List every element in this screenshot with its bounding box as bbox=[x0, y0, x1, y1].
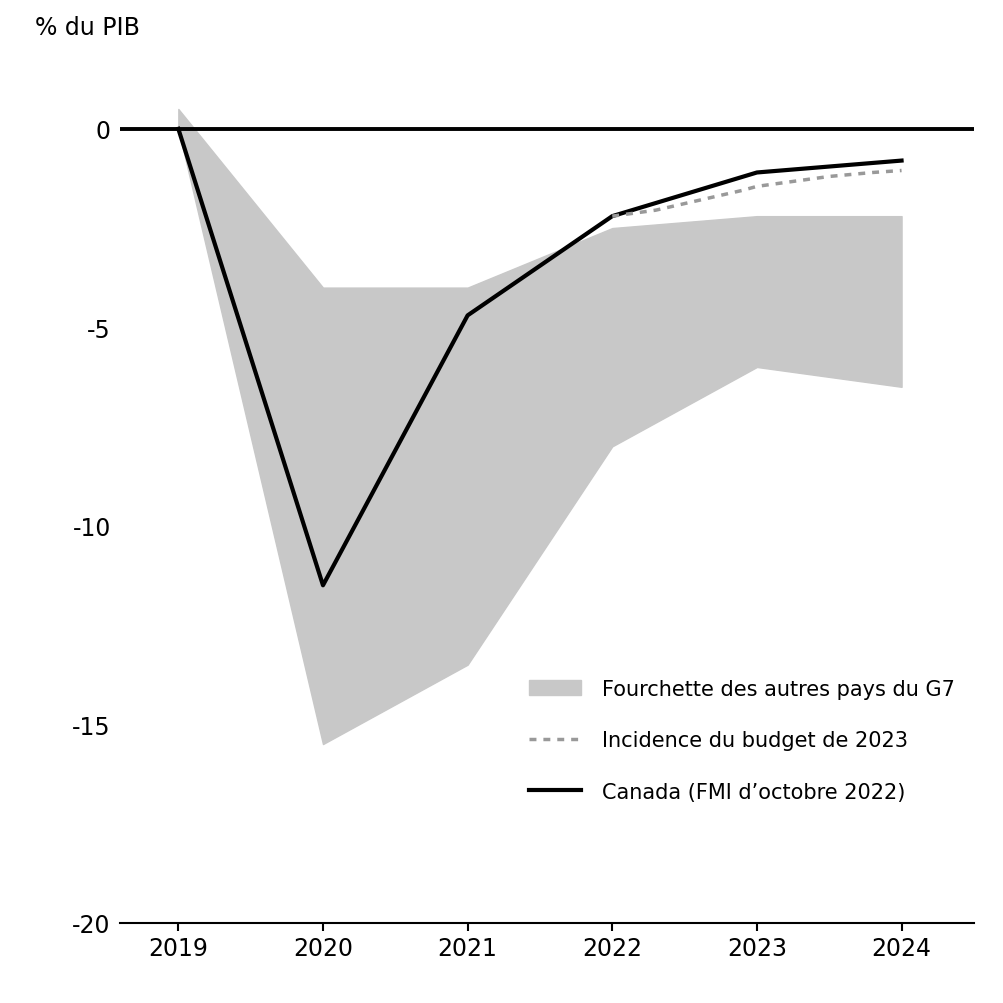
Legend: Fourchette des autres pays du G7, Incidence du budget de 2023, Canada (FMI d’oct: Fourchette des autres pays du G7, Incide… bbox=[521, 671, 963, 810]
Text: % du PIB: % du PIB bbox=[35, 16, 139, 40]
